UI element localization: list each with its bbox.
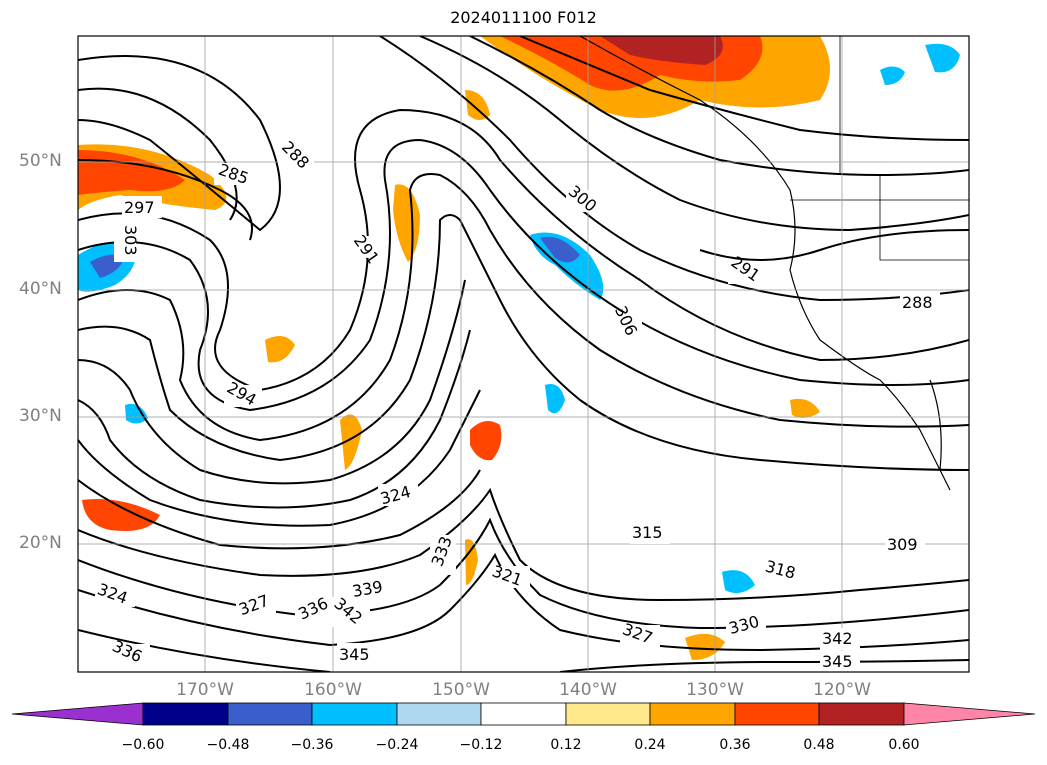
colorbar-extend-high (903, 702, 1036, 726)
colorbar-tick-6: 0.12 (550, 737, 582, 753)
lon-label-140w: 140°W (559, 680, 617, 700)
shade-blob-lightblue (545, 384, 565, 414)
colorbar-tick-9: 0.48 (803, 737, 835, 753)
shade-blob-orange-small-3 (465, 539, 478, 585)
shade-blob-orange-small-2 (340, 414, 362, 470)
lat-label-50n: 50°N (19, 151, 62, 171)
colorbar-bin-1 (142, 702, 229, 726)
colorbar-bin-8 (734, 702, 820, 726)
contour-label-303-a: 303 (121, 225, 140, 256)
contour-label-342-b: 342 (822, 629, 853, 648)
lat-label-40n: 40°N (19, 279, 62, 299)
map-plot-area: 285 288 291 294 297 300 303 306 309 315 … (78, 36, 969, 672)
shade-blob-center-red (470, 421, 502, 461)
lon-label-160w: 160°W (304, 680, 362, 700)
shade-blob-e-orange (790, 398, 820, 418)
shade-blob-se-blue (722, 570, 755, 594)
shade-blob-ne-darkred (600, 36, 723, 65)
shade-blob-e-blue-1 (925, 43, 960, 73)
plot-frame (77, 35, 970, 673)
contour-label-288-b: 288 (902, 293, 933, 312)
shade-blob-sw-red (82, 499, 160, 531)
shade-blob-sw-blue (125, 403, 148, 424)
lon-label-150w: 150°W (432, 680, 490, 700)
colorbar-tick-1: −0.60 (121, 737, 165, 753)
lat-label-20n: 20°N (19, 533, 62, 553)
shade-blob-center-orange-2 (465, 90, 490, 120)
colorbar (11, 702, 1036, 726)
colorbar-tick-8: 0.36 (719, 737, 751, 753)
contour-label-345-a: 345 (339, 645, 370, 664)
contour-label-309-a: 309 (887, 535, 918, 554)
colorbar-tick-7: 0.24 (634, 737, 666, 753)
colorbar-bin-9 (818, 702, 905, 726)
colorbar-tick-5: −0.12 (459, 737, 503, 753)
colorbar-bin-6 (565, 702, 651, 726)
lon-label-130w: 130°W (686, 680, 744, 700)
contour-label-315-a: 315 (632, 523, 663, 542)
colorbar-tick-10: 0.60 (888, 737, 920, 753)
contour-label-layer: 285 288 291 294 297 300 303 306 309 315 … (95, 137, 940, 672)
shade-blob-mid-blue (530, 232, 604, 300)
colorbar-bin-3 (311, 702, 398, 726)
shade-blob-e-blue-2 (880, 66, 905, 85)
shade-blob-orange-small-1 (265, 336, 295, 363)
colorbar-tick-3: −0.36 (290, 737, 334, 753)
colorbar-tick-2: −0.48 (206, 737, 250, 753)
lat-label-30n: 30°N (19, 406, 62, 426)
lon-label-170w: 170°W (176, 680, 234, 700)
map-title: 2024011100 F012 (450, 8, 597, 27)
colorbar-extend-low (11, 702, 144, 726)
contour-label-297-a: 297 (124, 198, 155, 217)
colorbar-bin-5 (480, 702, 567, 726)
colorbar-bin-2 (227, 702, 313, 726)
colorbar-bin-7 (649, 702, 736, 726)
colorbar-bin-4 (396, 702, 482, 726)
lon-label-120w: 120°W (813, 680, 871, 700)
shade-blob-mid-darkblue (540, 236, 580, 263)
colorbar-tick-4: −0.24 (375, 737, 419, 753)
graticule (78, 36, 969, 672)
contour-label-345-b: 345 (822, 652, 853, 671)
